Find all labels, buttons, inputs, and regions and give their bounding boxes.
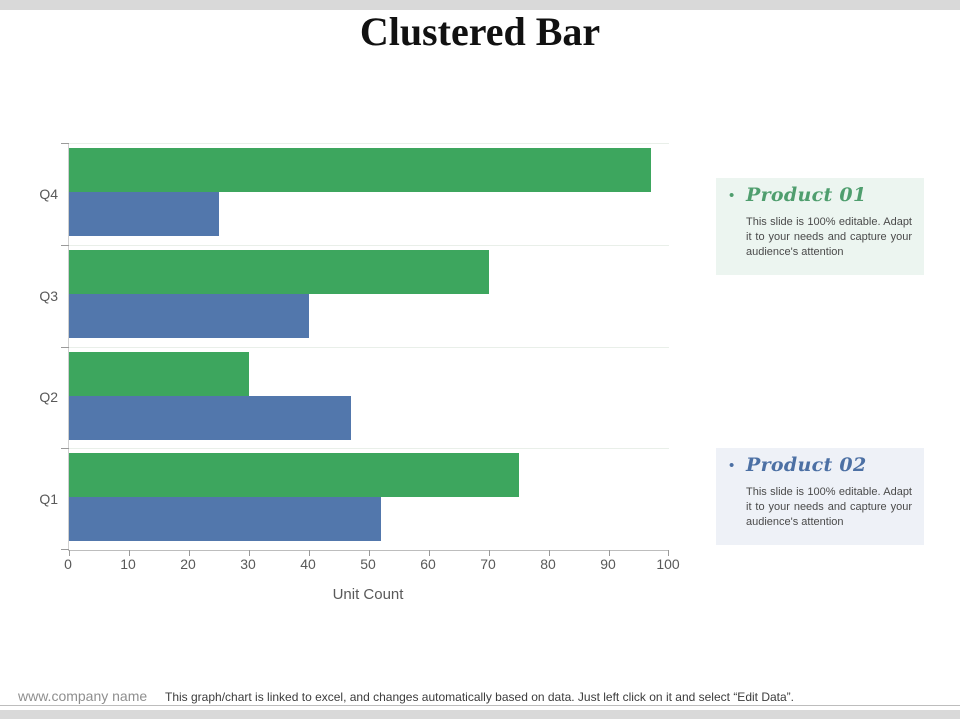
bar-product-02-q1[interactable] bbox=[69, 497, 381, 542]
category-label-q2: Q2 bbox=[39, 389, 58, 406]
footer-note: This graph/chart is linked to excel, and… bbox=[165, 690, 794, 704]
x-axis-tick bbox=[369, 550, 370, 556]
x-axis-title: Unit Count bbox=[332, 586, 404, 603]
gridline bbox=[69, 143, 669, 144]
x-tick-label-60: 60 bbox=[420, 556, 436, 572]
x-axis-tick bbox=[189, 550, 190, 556]
y-axis-tick bbox=[61, 143, 69, 144]
callout-product-02[interactable]: • Product 02 This slide is 100% editable… bbox=[716, 448, 924, 545]
bottom-accent-strip bbox=[0, 710, 960, 719]
category-label-q1: Q1 bbox=[39, 491, 58, 508]
x-tick-label-40: 40 bbox=[300, 556, 316, 572]
bar-product-01-q3[interactable] bbox=[69, 249, 489, 294]
x-axis-tick bbox=[69, 550, 70, 556]
callout-product-02-title: Product 02 bbox=[746, 454, 867, 476]
callout-product-01[interactable]: • Product 01 This slide is 100% editable… bbox=[716, 178, 924, 275]
category-label-q3: Q3 bbox=[39, 287, 58, 304]
x-tick-label-90: 90 bbox=[600, 556, 616, 572]
x-tick-label-20: 20 bbox=[180, 556, 196, 572]
x-tick-label-70: 70 bbox=[480, 556, 496, 572]
x-axis-tick bbox=[668, 550, 669, 556]
bar-product-01-q1[interactable] bbox=[69, 453, 519, 498]
y-axis-tick bbox=[61, 448, 69, 449]
category-label-q4: Q4 bbox=[39, 185, 58, 202]
y-axis-tick bbox=[61, 549, 69, 550]
callout-product-02-body: This slide is 100% editable. Adapt it to… bbox=[746, 486, 912, 529]
gridline bbox=[69, 347, 669, 348]
x-tick-label-30: 30 bbox=[240, 556, 256, 572]
x-tick-label-100: 100 bbox=[656, 556, 680, 572]
x-axis-tick bbox=[429, 550, 430, 556]
x-axis-tick bbox=[249, 550, 250, 556]
bar-product-01-q2[interactable] bbox=[69, 351, 249, 396]
x-axis-tick bbox=[309, 550, 310, 556]
page-title: Clustered Bar bbox=[359, 9, 601, 54]
y-axis-tick bbox=[61, 347, 69, 348]
x-axis-tick bbox=[609, 550, 610, 556]
bar-product-02-q2[interactable] bbox=[69, 395, 351, 440]
callout-product-01-body: This slide is 100% editable. Adapt it to… bbox=[746, 216, 912, 259]
footer-divider bbox=[0, 705, 960, 706]
chart-plot-area[interactable] bbox=[61, 143, 669, 556]
bullet-icon: • bbox=[729, 187, 735, 204]
x-axis-tick bbox=[549, 550, 550, 556]
x-axis-tick bbox=[489, 550, 490, 556]
bullet-icon: • bbox=[729, 457, 735, 474]
bar-product-02-q3[interactable] bbox=[69, 293, 309, 338]
x-tick-label-0: 0 bbox=[64, 556, 72, 572]
x-tick-label-50: 50 bbox=[360, 556, 376, 572]
gridline bbox=[69, 448, 669, 449]
y-axis-tick bbox=[61, 245, 69, 246]
bar-product-02-q4[interactable] bbox=[69, 192, 219, 236]
x-axis-tick bbox=[129, 550, 130, 556]
callout-product-01-title: Product 01 bbox=[746, 184, 867, 206]
bar-product-01-q4[interactable] bbox=[69, 148, 651, 192]
top-accent-strip bbox=[0, 0, 960, 10]
footer-company-name: www.company name bbox=[18, 688, 148, 704]
gridline bbox=[69, 245, 669, 246]
x-tick-label-10: 10 bbox=[120, 556, 136, 572]
x-tick-label-80: 80 bbox=[540, 556, 556, 572]
